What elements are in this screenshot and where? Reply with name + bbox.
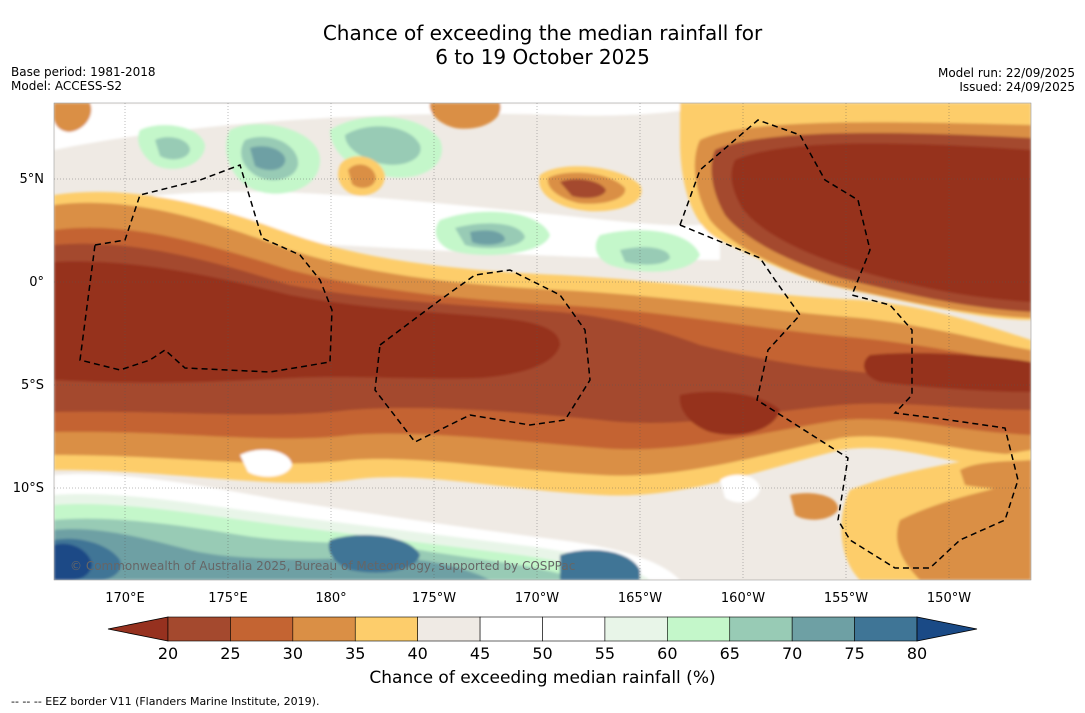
map-title: Chance of exceeding the median rainfall … [0,21,1085,69]
colorbar-tick-label: 45 [470,644,490,663]
colorbar-tick-label: 30 [283,644,303,663]
colorbar-tick-label: 25 [220,644,240,663]
colorbar-swatch [604,616,668,642]
colorbar-swatch [354,616,418,642]
colorbar-tick-label: 40 [407,644,427,663]
eez-borders [79,119,1019,569]
title-line-1: Chance of exceeding the median rainfall … [322,21,763,45]
lat-label: 0° [29,275,44,290]
colorbar-tick-label: 65 [720,644,740,663]
colorbar-tick-label: 50 [532,644,552,663]
colorbar-tick-label: 60 [657,644,677,663]
lon-label: 170°W [515,591,559,606]
lon-label: 160°W [721,591,765,606]
model-run: Model run: 22/09/2025 [937,66,1075,80]
colorbar-tick-label: 55 [595,644,615,663]
latitude-labels: 5°N 0° 5°S 10°S [13,172,44,496]
longitude-labels: 170°E 175°E 180° 175°W 170°W 165°W 160°W… [105,591,971,606]
meta-left: Base period: 1981-2018 Model: ACCESS-S2 [11,65,156,93]
colorbar-swatch [667,616,731,642]
title-line-2: 6 to 19 October 2025 [435,45,650,69]
colorbar-tick-label: 20 [158,644,178,663]
colorbar: 20 25 30 35 40 45 50 55 60 65 70 75 80 [107,616,978,663]
base-period: Base period: 1981-2018 [11,65,156,79]
colorbar-tick-label: 35 [345,644,365,663]
colorbar-swatch [729,616,793,642]
lon-label: 180° [315,591,346,606]
colorbar-low-extend [107,616,169,642]
lon-label: 175°E [208,591,248,606]
colorbar-swatch [167,616,231,642]
colorbar-swatch [542,616,606,642]
issued-date: Issued: 24/09/2025 [959,80,1075,94]
map-credit: © Commonwealth of Australia 2025, Bureau… [70,559,575,573]
rainfall-field [54,103,1031,580]
model-name: Model: ACCESS-S2 [11,79,123,93]
colorbar-tick-label: 75 [844,644,864,663]
lat-label: 10°S [13,481,44,496]
colorbar-swatch [292,616,356,642]
plot-frame [53,102,1032,581]
colorbar-swatch [479,616,543,642]
colorbar-swatch [417,616,481,642]
colorbar-swatch [791,616,855,642]
colorbar-high-extend [916,616,978,642]
lon-label: 150°W [927,591,971,606]
colorbar-title: Chance of exceeding median rainfall (%) [369,668,716,688]
lat-label: 5°S [21,378,44,393]
lon-label: 170°E [105,591,145,606]
colorbar-tick-label: 70 [782,644,802,663]
lon-label: 155°W [824,591,868,606]
colorbar-tick-label: 80 [907,644,927,663]
graticule [54,103,1031,580]
colorbar-swatch [854,616,918,642]
lon-label: 175°W [412,591,456,606]
eez-footnote: -- -- -- EEZ border V11 (Flanders Marine… [11,695,320,708]
lat-label: 5°N [20,172,45,187]
meta-right: Model run: 22/09/2025 Issued: 24/09/2025 [938,66,1075,94]
lon-label: 165°W [618,591,662,606]
colorbar-swatch [230,616,294,642]
